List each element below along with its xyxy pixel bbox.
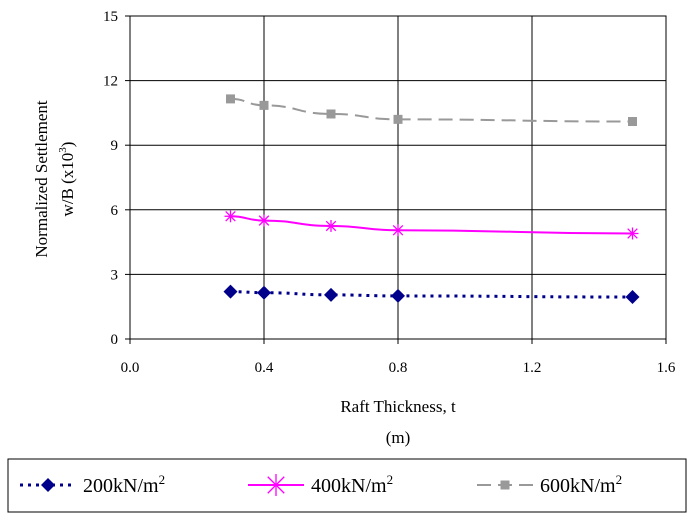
series-line-2	[230, 215, 633, 235]
legend-label-sup: 2	[387, 472, 394, 487]
legend-item-2: 400kN/m2	[248, 472, 393, 497]
y-axis-title-sup: 3	[57, 147, 69, 153]
x-tick-label: 0.0	[121, 360, 140, 376]
x-axis-ticks: 0.0 0.4 0.8 1.2 1.6	[121, 339, 676, 376]
y-tick-label: 0	[111, 332, 119, 348]
x-axis-unit: (m)	[386, 428, 411, 447]
data-point	[258, 214, 270, 227]
x-tick-label: 0.4	[255, 360, 274, 376]
x-tick-label: 1.2	[523, 360, 542, 376]
series-2	[224, 210, 639, 240]
data-point	[391, 288, 405, 303]
y-tick-label: 15	[103, 9, 118, 25]
data-point	[226, 94, 235, 104]
x-tick-label: 1.6	[657, 360, 676, 376]
series-layer	[223, 94, 640, 305]
series-1	[223, 284, 640, 305]
legend-label-base: 400kN/m	[311, 475, 387, 497]
legend-label-sup: 2	[616, 472, 623, 487]
y-axis-title-line1: Normalized Settlement	[32, 100, 51, 257]
legend-item-3: 600kN/m2	[477, 472, 622, 497]
y-axis-title-line2: w/B (x103)	[57, 142, 77, 217]
data-point	[626, 227, 639, 240]
legend-label: 600kN/m2	[540, 472, 622, 497]
legend-marker	[41, 478, 55, 492]
y-axis-title-base: w/B (x10	[58, 153, 77, 217]
data-point	[324, 287, 338, 302]
data-point	[224, 210, 237, 223]
legend: 200kN/m2 400kN/m2 600kN/m2	[20, 472, 622, 497]
legend-box	[7, 458, 687, 513]
series-3	[226, 94, 637, 127]
data-point	[628, 117, 637, 127]
series-line-3	[230, 97, 633, 123]
data-point	[625, 290, 640, 305]
data-point	[325, 219, 337, 232]
x-axis-title: Raft Thickness, t	[340, 397, 456, 416]
legend-label-base: 200kN/m	[83, 475, 159, 497]
y-axis-ticks: 0 3 6 9 12 15	[103, 9, 130, 348]
legend-label-sup: 2	[159, 472, 166, 487]
x-tick-label: 0.8	[389, 360, 408, 376]
legend-label: 200kN/m2	[83, 472, 165, 497]
y-tick-label: 9	[111, 138, 119, 154]
y-tick-label: 12	[103, 74, 118, 90]
data-point	[257, 285, 271, 300]
y-axis-title-end: )	[58, 142, 77, 148]
legend-label: 400kN/m2	[311, 472, 393, 497]
legend-label-base: 600kN/m	[540, 475, 616, 497]
legend-item-1: 200kN/m2	[20, 472, 165, 497]
data-point	[259, 100, 269, 110]
data-point	[223, 284, 238, 299]
data-point	[393, 114, 403, 124]
series-line-1	[230, 290, 633, 299]
data-point	[326, 109, 336, 119]
legend-marker	[265, 474, 287, 496]
y-axis-title: Normalized Settlement w/B (x103)	[32, 100, 77, 257]
legend-marker	[500, 480, 510, 490]
y-tick-label: 6	[111, 203, 119, 219]
data-point	[392, 224, 404, 237]
y-tick-label: 3	[111, 267, 119, 283]
